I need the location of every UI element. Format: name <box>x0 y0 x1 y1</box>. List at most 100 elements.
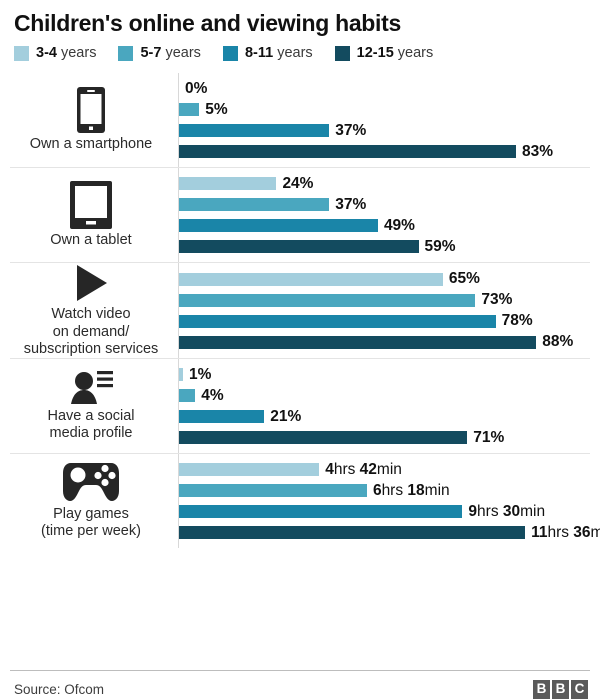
bar-value-label: 83% <box>521 143 553 161</box>
bar-row: 88% <box>179 333 590 351</box>
group-label: Own a smartphone <box>29 136 153 153</box>
bar-value-label: 5% <box>205 101 228 119</box>
bar <box>179 103 200 117</box>
bar <box>179 314 496 328</box>
bar <box>179 367 184 381</box>
bar <box>179 145 516 159</box>
group-bars: 24% 37% 49% 59% <box>178 168 590 263</box>
bar-row: 73% <box>179 291 590 309</box>
bar-row: 78% <box>179 312 590 330</box>
bar-row: 4hrs 42min <box>179 460 600 478</box>
social-profile-icon <box>71 371 113 405</box>
tablet-icon <box>70 181 112 230</box>
bar-row: 65% <box>179 270 590 288</box>
bar-row: 9hrs 30min <box>179 502 600 520</box>
bar-value-label: 24% <box>282 175 314 193</box>
smartphone-icon <box>77 87 105 134</box>
bar <box>179 409 265 423</box>
bar <box>179 177 277 191</box>
source-label: Source: Ofcom <box>14 681 105 697</box>
bar-value-label: 1% <box>189 365 212 383</box>
page-title: Children's online and viewing habits <box>14 10 401 36</box>
bar <box>179 272 443 286</box>
bar-row: 83% <box>179 143 590 161</box>
bar <box>179 240 419 254</box>
group-label-cell: Watch video on demand/ subscription serv… <box>10 263 178 357</box>
bar <box>179 198 330 212</box>
bar-value-label: 37% <box>335 196 367 214</box>
bar-row: 1% <box>179 365 590 383</box>
bar-value-label: 71% <box>473 428 505 446</box>
group-bars: 0% 5% 37% 83% <box>178 73 590 168</box>
group-bars: 4hrs 42min 6hrs 18min 9hrs 30min 11hrs 36mi… <box>178 453 600 548</box>
bar-value-label: 78% <box>501 312 533 330</box>
bar-value-label: 9hrs 30min <box>468 502 546 520</box>
bar-row: 59% <box>179 238 590 256</box>
group-label-cell: Play games (time per week) <box>10 454 178 548</box>
legend-item: 8-11 years <box>222 45 313 62</box>
legend-swatch <box>222 45 238 61</box>
bar-row: 24% <box>179 175 590 193</box>
bar-row: 4% <box>179 386 590 404</box>
bar-row: 6hrs 18min <box>179 481 600 499</box>
bar-row: 49% <box>179 217 590 235</box>
group-label-cell: Own a smartphone <box>10 73 178 167</box>
group-label-cell: Have a social media profile <box>10 359 178 453</box>
bar-value-label: 4% <box>201 386 224 404</box>
bbc-logo-block: C <box>571 679 588 699</box>
bar-value-label: 65% <box>448 270 480 288</box>
bar <box>179 462 320 476</box>
bar-value-label: 49% <box>383 217 415 235</box>
bar <box>179 525 526 539</box>
legend-label: 8-11 years <box>244 45 313 62</box>
play-icon <box>77 265 107 302</box>
group-label: Watch video on demand/ subscription serv… <box>23 306 159 357</box>
bar <box>179 219 378 233</box>
bar-row: 11hrs 36min <box>179 523 600 541</box>
bar-value-label: 11hrs 36min <box>531 523 600 541</box>
bar-row: 5% <box>179 101 590 119</box>
bar-value-label: 37% <box>335 122 367 140</box>
chart-group: Watch video on demand/ subscription serv… <box>10 262 590 358</box>
chart-group: Own a tablet 24% 37% 49% 59% <box>10 167 590 263</box>
bar-value-label: 21% <box>270 407 302 425</box>
group-label: Play games (time per week) <box>41 506 141 540</box>
bar-value-label: 59% <box>424 238 456 256</box>
bar-value-label: 88% <box>542 333 574 351</box>
chart-group: Own a smartphone 0% 5% 37% 83% <box>10 73 590 168</box>
legend-label: 3-4 years <box>36 45 97 62</box>
bar <box>179 293 476 307</box>
legend-item: 3-4 years <box>14 45 96 61</box>
legend-item: 12-15 years <box>334 45 433 61</box>
bar-row: 37% <box>179 196 590 214</box>
bar-value-label: 4hrs 42min <box>325 460 402 478</box>
bar <box>179 335 537 349</box>
bar <box>179 124 330 138</box>
group-bars: 65% 73% 78% 88% <box>178 263 590 358</box>
bar <box>179 483 367 497</box>
bbc-logo-block: B <box>533 679 550 699</box>
bar <box>179 430 468 444</box>
bar-value-label: 73% <box>481 291 513 309</box>
bar <box>179 504 463 518</box>
legend-swatch <box>334 45 350 61</box>
bar-row: 21% <box>179 407 590 425</box>
bar-value-label: 0% <box>185 80 208 98</box>
group-label: Own a tablet <box>50 232 132 249</box>
chart-groups: Own a smartphone 0% 5% 37% 83% Own a tablet 24… <box>10 73 600 670</box>
legend-swatch <box>118 45 134 61</box>
bbc-logo-block: B <box>552 679 569 699</box>
bar-value-label: 6hrs 18min <box>372 481 450 499</box>
group-label: Have a social media profile <box>47 408 135 442</box>
legend-swatch <box>14 45 29 61</box>
legend-item: 5-7 years <box>118 45 201 62</box>
group-bars: 1% 4% 21% 71% <box>178 358 590 453</box>
group-label-cell: Own a tablet <box>10 168 178 262</box>
bar-row: 0% <box>179 80 590 98</box>
legend-label: 5-7 years <box>140 45 201 62</box>
chart-group: Play games (time per week) 4hrs 42min 6hrs… <box>10 452 600 548</box>
bar-row: 37% <box>179 122 590 140</box>
